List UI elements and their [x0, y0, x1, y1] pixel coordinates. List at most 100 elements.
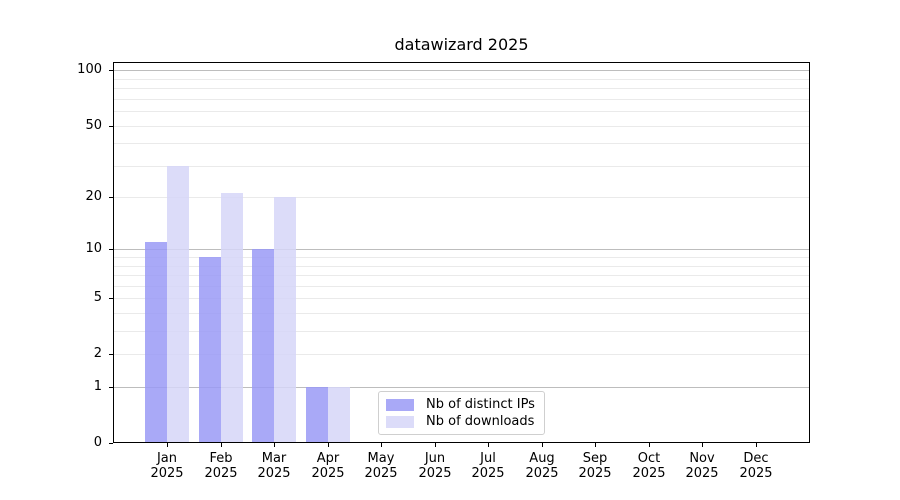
x-tick-label-jul: Jul 2025	[456, 451, 520, 481]
x-tick-year: 2025	[150, 466, 184, 481]
x-tick-month: Apr	[316, 451, 340, 466]
gridline-minor-90	[114, 79, 809, 80]
y-tick-label-0: 0	[93, 435, 102, 450]
x-tick-year: 2025	[311, 466, 345, 481]
x-tick-mark-sep	[595, 443, 596, 447]
x-tick-label-mar: Mar 2025	[242, 451, 306, 481]
gridline-minor-3	[114, 331, 809, 332]
gridline-minor-80	[114, 88, 809, 89]
x-tick-month: May	[367, 451, 395, 466]
x-tick-label-jun: Jun 2025	[403, 451, 467, 481]
legend-label-downloads: Nb of downloads	[426, 414, 535, 429]
legend-swatch-downloads	[386, 415, 414, 428]
x-tick-month: Feb	[209, 451, 233, 466]
y-tick-label-100: 100	[77, 62, 102, 77]
bar-apr-distinct-ips	[306, 387, 328, 443]
legend-item-downloads: Nb of downloads	[386, 413, 544, 430]
y-tick-mark-5	[109, 298, 113, 299]
x-tick-month: Jun	[424, 451, 446, 466]
y-tick-mark-100	[109, 70, 113, 71]
x-tick-mark-jul	[488, 443, 489, 447]
x-tick-year: 2025	[364, 466, 398, 481]
gridline-minor-7	[114, 275, 809, 276]
x-tick-year: 2025	[632, 466, 666, 481]
x-tick-label-nov: Nov 2025	[670, 451, 734, 481]
x-tick-label-aug: Aug 2025	[510, 451, 574, 481]
gridline-major-1	[114, 387, 809, 388]
gridline-minor-70	[114, 99, 809, 100]
x-tick-mark-jan	[167, 443, 168, 447]
y-tick-label-1: 1	[93, 379, 102, 394]
y-tick-mark-1	[109, 387, 113, 388]
bar-apr-downloads	[328, 387, 350, 443]
x-tick-month: Oct	[637, 451, 661, 466]
legend-item-distinct-ips: Nb of distinct IPs	[386, 396, 544, 413]
x-tick-label-sep: Sep 2025	[563, 451, 627, 481]
y-tick-label-2: 2	[93, 346, 102, 361]
x-tick-year: 2025	[471, 466, 505, 481]
x-tick-year: 2025	[418, 466, 452, 481]
x-tick-year: 2025	[257, 466, 291, 481]
y-tick-label-50: 50	[85, 118, 102, 133]
x-tick-label-dec: Dec 2025	[724, 451, 788, 481]
gridline-minor-4	[114, 313, 809, 314]
gridline-minor-6	[114, 286, 809, 287]
bar-feb-distinct-ips	[199, 257, 221, 443]
gridline-minor-50	[114, 126, 809, 127]
x-tick-year: 2025	[525, 466, 559, 481]
bar-mar-distinct-ips	[252, 249, 274, 443]
gridline-minor-2	[114, 354, 809, 355]
x-tick-month: Dec	[743, 451, 769, 466]
x-tick-month: Aug	[529, 451, 555, 466]
bar-jan-distinct-ips	[145, 242, 167, 443]
x-tick-year: 2025	[685, 466, 719, 481]
x-tick-year: 2025	[739, 466, 773, 481]
gridline-minor-5	[114, 298, 809, 299]
y-tick-mark-50	[109, 126, 113, 127]
gridline-minor-60	[114, 111, 809, 112]
x-tick-label-jan: Jan 2025	[135, 451, 199, 481]
y-tick-label-10: 10	[85, 241, 102, 256]
x-tick-mark-nov	[702, 443, 703, 447]
gridline-minor-30	[114, 166, 809, 167]
legend: Nb of distinct IPs Nb of downloads	[378, 391, 545, 435]
x-tick-mark-feb	[221, 443, 222, 447]
x-tick-month: Sep	[582, 451, 608, 466]
gridline-major-100	[114, 70, 809, 71]
y-tick-mark-20	[109, 197, 113, 198]
x-tick-mark-jun	[435, 443, 436, 447]
bar-jan-downloads	[167, 166, 189, 443]
gridline-major-10	[114, 249, 809, 250]
x-tick-label-feb: Feb 2025	[189, 451, 253, 481]
x-tick-mark-mar	[274, 443, 275, 447]
x-tick-label-oct: Oct 2025	[617, 451, 681, 481]
x-tick-label-apr: Apr 2025	[296, 451, 360, 481]
gridline-minor-8	[114, 266, 809, 267]
y-tick-label-5: 5	[93, 290, 102, 305]
x-tick-month: Jan	[156, 451, 178, 466]
x-tick-label-may: May 2025	[349, 451, 413, 481]
legend-swatch-distinct-ips	[386, 398, 414, 411]
bar-mar-downloads	[274, 197, 296, 443]
y-tick-mark-10	[109, 249, 113, 250]
y-tick-mark-0	[109, 443, 113, 444]
x-tick-mark-may	[381, 443, 382, 447]
x-tick-month: Nov	[689, 451, 715, 466]
x-tick-mark-dec	[756, 443, 757, 447]
y-tick-mark-2	[109, 354, 113, 355]
gridline-minor-40	[114, 143, 809, 144]
x-tick-mark-aug	[542, 443, 543, 447]
legend-label-distinct-ips: Nb of distinct IPs	[426, 397, 535, 412]
x-tick-month: Mar	[261, 451, 287, 466]
x-tick-mark-apr	[328, 443, 329, 447]
x-tick-mark-oct	[649, 443, 650, 447]
x-tick-year: 2025	[578, 466, 612, 481]
y-tick-label-20: 20	[85, 189, 102, 204]
bar-feb-downloads	[221, 193, 243, 443]
x-tick-year: 2025	[204, 466, 238, 481]
gridline-minor-20	[114, 197, 809, 198]
x-tick-month: Jul	[480, 451, 496, 466]
gridline-minor-9	[114, 257, 809, 258]
chart-title: datawizard 2025	[394, 35, 529, 54]
